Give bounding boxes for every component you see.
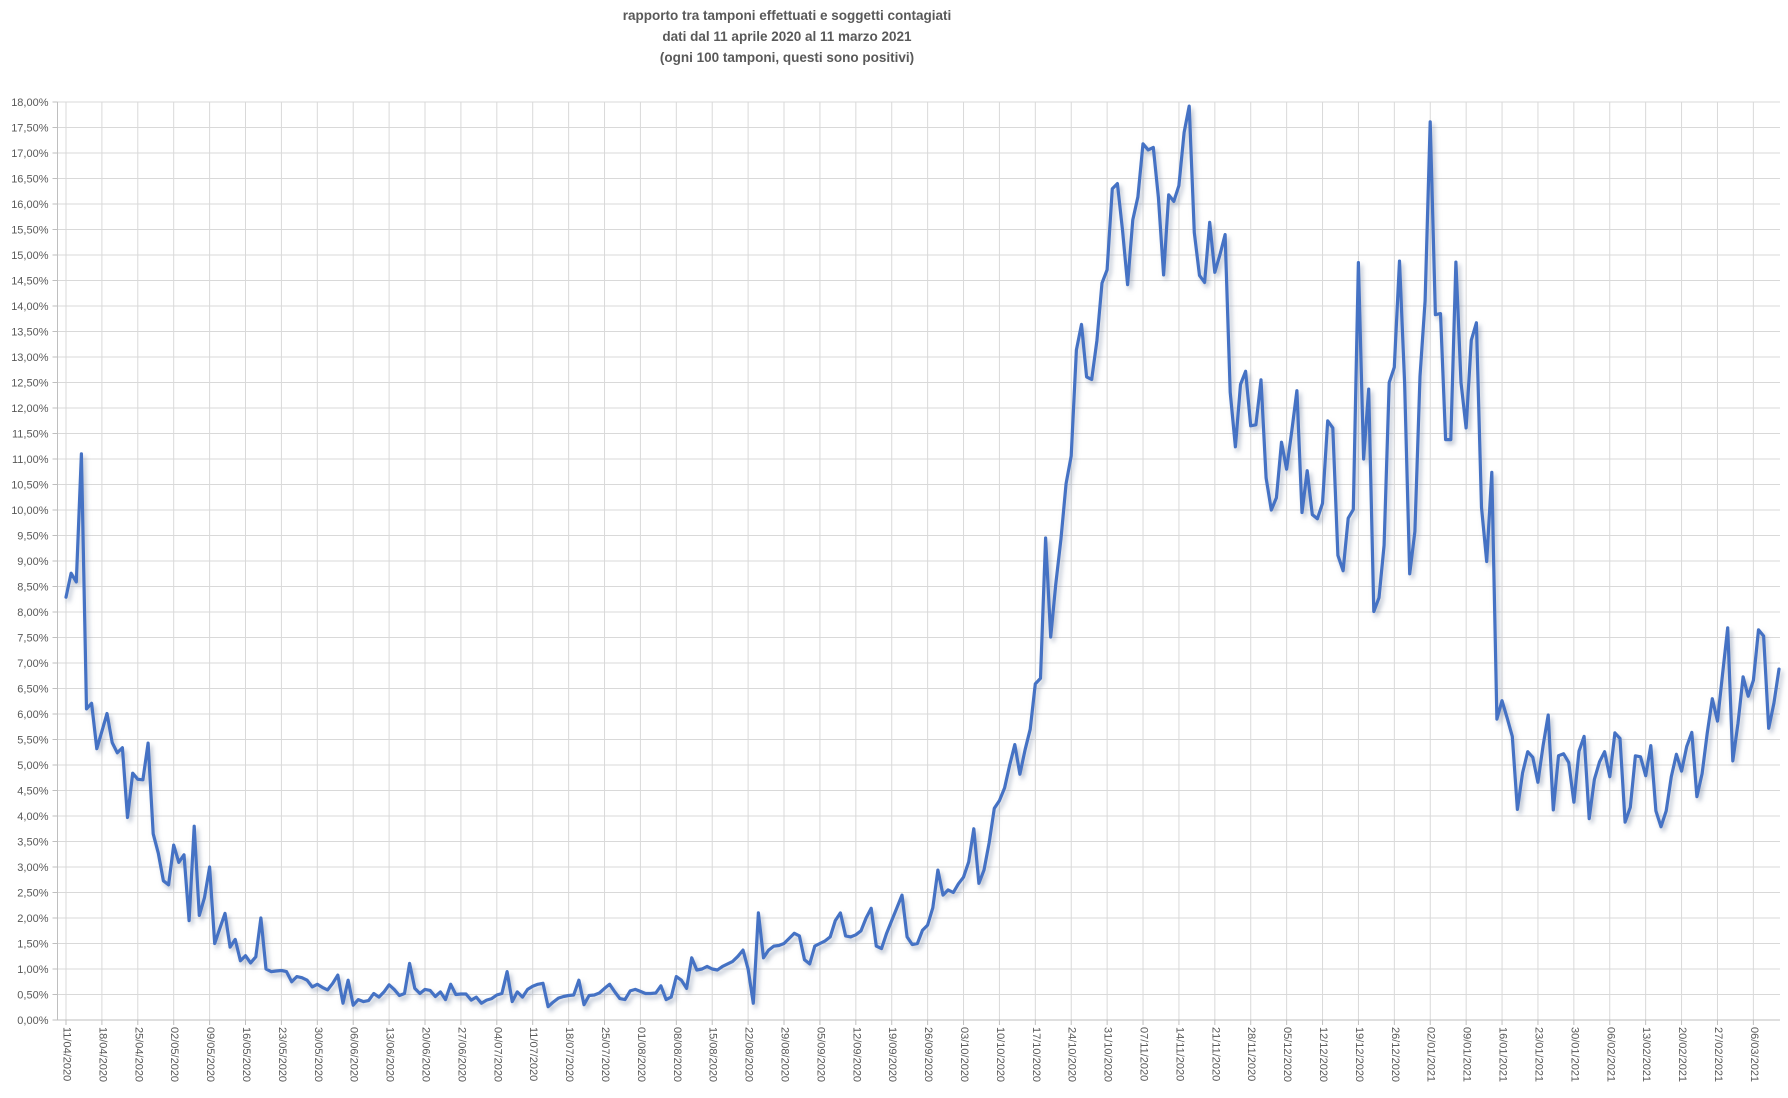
y-tick-label: 3,50% (17, 837, 48, 849)
x-tick-label: 08/08/2020 (671, 1027, 683, 1082)
y-tick-label: 17,50% (11, 123, 49, 135)
x-tick-label: 16/05/2020 (240, 1027, 252, 1082)
x-tick-label: 25/04/2020 (132, 1027, 144, 1082)
y-tick-label: 3,00% (17, 862, 48, 874)
y-tick-label: 6,00% (17, 709, 48, 721)
x-tick-label: 06/03/2021 (1748, 1027, 1760, 1082)
y-tick-label: 17,00% (11, 148, 49, 160)
y-tick-label: 0,00% (17, 1015, 48, 1027)
y-tick-label: 10,00% (11, 505, 49, 517)
y-tick-label: 14,50% (11, 276, 49, 288)
x-tick-label: 12/09/2020 (850, 1027, 862, 1082)
x-tick-label: 05/12/2020 (1281, 1027, 1293, 1082)
chart-title-line3: (ogni 100 tamponi, questi sono positivi) (659, 50, 915, 65)
x-tick-label: 25/07/2020 (599, 1027, 611, 1082)
y-tick-label: 13,50% (11, 327, 49, 339)
x-tick-label: 26/12/2020 (1389, 1027, 1401, 1082)
x-tick-label: 28/11/2020 (1245, 1027, 1257, 1081)
x-tick-label: 14/11/2020 (1173, 1027, 1185, 1081)
y-tick-label: 13,00% (11, 352, 49, 364)
y-tick-label: 8,00% (17, 607, 48, 619)
y-tick-label: 10,50% (11, 480, 49, 492)
y-tick-label: 11,50% (12, 429, 49, 441)
y-tick-label: 4,50% (17, 786, 48, 798)
y-tick-label: 5,50% (17, 735, 48, 747)
x-tick-label: 06/02/2021 (1604, 1027, 1616, 1082)
y-tick-label: 4,00% (17, 811, 48, 823)
horizontal-gridlines (52, 101, 1780, 1021)
y-tick-label: 16,50% (11, 174, 49, 186)
y-tick-label: 2,00% (17, 913, 48, 925)
vertical-gridlines (65, 102, 1754, 1025)
x-tick-label: 13/02/2021 (1640, 1027, 1652, 1082)
axes (57, 102, 1780, 1021)
x-tick-label: 20/06/2020 (420, 1027, 432, 1082)
y-tick-label: 2,50% (17, 888, 48, 900)
y-tick-label: 11,00% (12, 454, 49, 466)
x-tick-label: 10/10/2020 (994, 1027, 1006, 1082)
x-tick-label: 18/04/2020 (96, 1027, 108, 1082)
chart-title-line1: rapporto tra tamponi effettuati e sogget… (622, 8, 952, 23)
x-tick-label: 02/01/2021 (1425, 1027, 1437, 1082)
x-tick-label: 29/08/2020 (779, 1027, 791, 1082)
y-tick-label: 8,50% (17, 582, 48, 594)
chart-title: rapporto tra tamponi effettuati e sogget… (87, 5, 1487, 68)
x-tick-label: 12/12/2020 (1317, 1027, 1329, 1082)
y-tick-label: 9,00% (17, 556, 48, 568)
y-tick-label: 15,50% (11, 225, 49, 237)
x-tick-label: 06/06/2020 (348, 1027, 360, 1082)
x-tick-label: 27/06/2020 (455, 1027, 467, 1082)
x-tick-label: 17/10/2020 (1030, 1027, 1042, 1082)
x-tick-label: 09/01/2021 (1461, 1027, 1473, 1082)
y-tick-label: 0,50% (17, 990, 48, 1002)
x-tick-label: 11/04/2020 (61, 1027, 73, 1081)
x-tick-label: 21/11/2020 (1209, 1027, 1221, 1081)
x-tick-label: 04/07/2020 (491, 1027, 503, 1082)
positivity-series-line (64, 104, 1781, 1009)
x-tick-label: 13/06/2020 (384, 1027, 396, 1082)
x-tick-label: 07/11/2020 (1138, 1027, 1150, 1081)
x-tick-label: 19/09/2020 (886, 1027, 898, 1082)
y-tick-label: 9,50% (17, 531, 48, 543)
y-tick-label: 1,50% (17, 939, 48, 951)
x-tick-label: 01/08/2020 (635, 1027, 647, 1082)
x-axis-labels: 11/04/2020 18/04/2020 25/04/2020 02/05/2020… (61, 1027, 1760, 1082)
y-tick-label: 16,00% (11, 199, 49, 211)
x-tick-label: 18/07/2020 (563, 1027, 575, 1082)
y-tick-label: 12,00% (11, 403, 49, 415)
x-tick-label: 15/08/2020 (707, 1027, 719, 1082)
x-tick-label: 09/05/2020 (204, 1027, 216, 1082)
x-tick-label: 16/01/2021 (1497, 1027, 1509, 1082)
y-tick-label: 7,50% (17, 633, 48, 645)
x-tick-label: 30/05/2020 (312, 1027, 324, 1082)
x-tick-label: 02/05/2020 (168, 1027, 180, 1082)
x-tick-label: 31/10/2020 (1102, 1027, 1114, 1082)
x-tick-label: 22/08/2020 (743, 1027, 755, 1082)
x-tick-label: 23/05/2020 (276, 1027, 288, 1082)
y-tick-label: 6,50% (17, 684, 48, 696)
x-tick-label: 24/10/2020 (1066, 1027, 1078, 1082)
y-tick-label: 5,00% (17, 760, 48, 772)
x-tick-label: 03/10/2020 (958, 1027, 970, 1082)
x-tick-label: 19/12/2020 (1353, 1027, 1365, 1082)
x-tick-label: 27/02/2021 (1712, 1027, 1724, 1082)
x-tick-label: 30/01/2021 (1568, 1027, 1580, 1082)
x-tick-label: 11/07/2020 (527, 1027, 539, 1081)
x-tick-label: 05/09/2020 (814, 1027, 826, 1082)
y-tick-label: 18,00% (11, 97, 49, 109)
y-tick-label: 12,50% (11, 378, 49, 390)
y-tick-label: 14,00% (11, 301, 49, 313)
chart-title-line2: dati dal 11 aprile 2020 al 11 marzo 2021 (662, 29, 912, 44)
x-tick-label: 20/02/2021 (1676, 1027, 1688, 1082)
y-tick-label: 15,00% (11, 250, 49, 262)
x-tick-label: 23/01/2021 (1532, 1027, 1544, 1082)
series-line-group (64, 104, 1781, 1009)
y-tick-label: 7,00% (17, 658, 48, 670)
x-tick-label: 26/09/2020 (922, 1027, 934, 1082)
y-axis-labels: 18,00% 17,50% 17,00% 16,50% 16,00% 15,50% 15,0… (11, 97, 49, 1027)
y-tick-label: 1,00% (17, 964, 48, 976)
